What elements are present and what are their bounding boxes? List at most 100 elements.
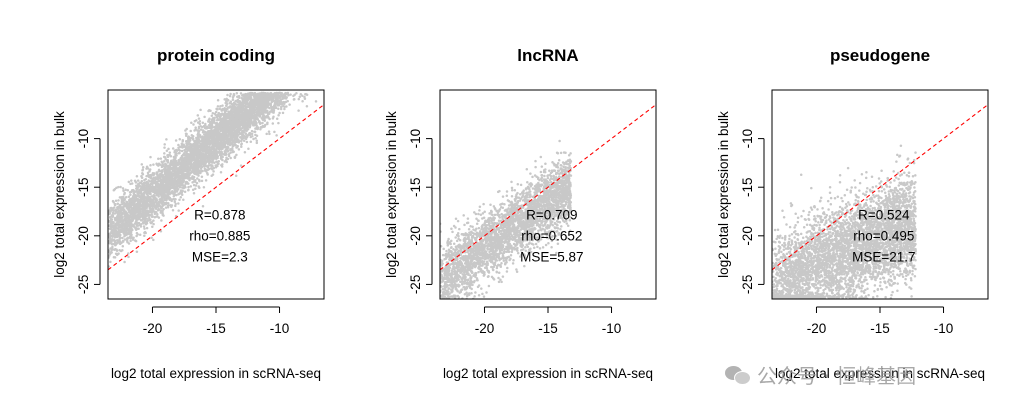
data-point (154, 201, 158, 204)
data-point (236, 127, 240, 130)
data-point (119, 228, 123, 232)
data-point (172, 197, 175, 201)
data-point (216, 99, 220, 102)
data-point (205, 142, 208, 145)
data-point (111, 230, 115, 234)
data-point (186, 146, 190, 150)
data-point (168, 165, 172, 168)
data-point (174, 160, 178, 163)
data-point (148, 168, 152, 171)
data-point (230, 143, 234, 146)
data-point (259, 113, 262, 116)
data-point (192, 171, 196, 174)
data-point (231, 141, 235, 144)
data-point (240, 143, 243, 146)
data-point (223, 116, 227, 120)
data-point (196, 114, 200, 117)
data-point (126, 188, 130, 192)
data-point (262, 108, 265, 112)
data-point (141, 194, 144, 197)
data-point (245, 110, 248, 114)
data-point (223, 113, 227, 117)
data-point (238, 132, 241, 136)
data-point (245, 93, 249, 96)
data-point (198, 122, 202, 126)
data-point (235, 131, 238, 134)
data-point (258, 115, 262, 118)
data-point (128, 198, 131, 202)
data-point (131, 219, 134, 222)
data-point (112, 221, 115, 224)
data-point (194, 187, 197, 191)
data-point (208, 152, 212, 156)
data-point (243, 150, 247, 154)
data-point (223, 98, 226, 101)
data-point (261, 101, 264, 104)
data-point (159, 157, 163, 160)
data-point (142, 206, 146, 210)
data-point (216, 114, 219, 118)
data-point (191, 136, 194, 140)
data-point (254, 127, 257, 130)
data-point (203, 115, 206, 119)
data-point (223, 134, 227, 137)
data-point (219, 114, 222, 117)
data-point (167, 187, 170, 190)
data-point (143, 181, 147, 184)
data-point (276, 101, 279, 104)
data-point (114, 228, 118, 232)
data-point (151, 225, 154, 229)
data-point (178, 198, 181, 202)
data-point (111, 199, 115, 203)
data-point (225, 130, 229, 134)
data-point (237, 148, 241, 151)
data-point (265, 132, 268, 136)
data-point (279, 107, 283, 111)
data-point (178, 137, 182, 141)
data-point (305, 93, 309, 96)
data-point (180, 142, 184, 146)
data-point (182, 198, 185, 201)
data-point (199, 108, 202, 112)
data-point (244, 129, 247, 132)
data-point (118, 196, 122, 199)
data-point (211, 136, 215, 140)
data-point (232, 101, 236, 105)
data-point (252, 137, 255, 141)
data-point (197, 178, 201, 182)
data-point (261, 115, 265, 118)
data-point (212, 170, 215, 173)
data-point (184, 175, 188, 179)
data-point (223, 160, 227, 163)
data-point (187, 140, 191, 144)
data-point (201, 152, 205, 156)
data-point (217, 133, 220, 137)
data-point (180, 193, 184, 196)
data-point (109, 239, 112, 242)
data-point (220, 157, 223, 161)
data-point (248, 97, 252, 101)
data-point (252, 107, 256, 111)
data-point (210, 150, 213, 154)
data-point (233, 113, 236, 116)
data-point (157, 195, 160, 198)
data-point (111, 247, 114, 251)
data-point (219, 155, 223, 158)
data-point (275, 134, 278, 137)
data-point (184, 153, 187, 157)
data-point (220, 150, 223, 154)
data-point (228, 143, 232, 146)
data-point (168, 196, 172, 200)
data-point (225, 117, 229, 120)
data-point (264, 95, 267, 99)
data-point (162, 178, 165, 182)
data-point (143, 178, 146, 182)
data-point (196, 139, 200, 143)
data-point (169, 154, 173, 158)
data-point (257, 94, 261, 97)
data-point (174, 204, 177, 208)
data-point (190, 121, 193, 125)
data-point (163, 146, 166, 149)
data-point (155, 163, 159, 166)
